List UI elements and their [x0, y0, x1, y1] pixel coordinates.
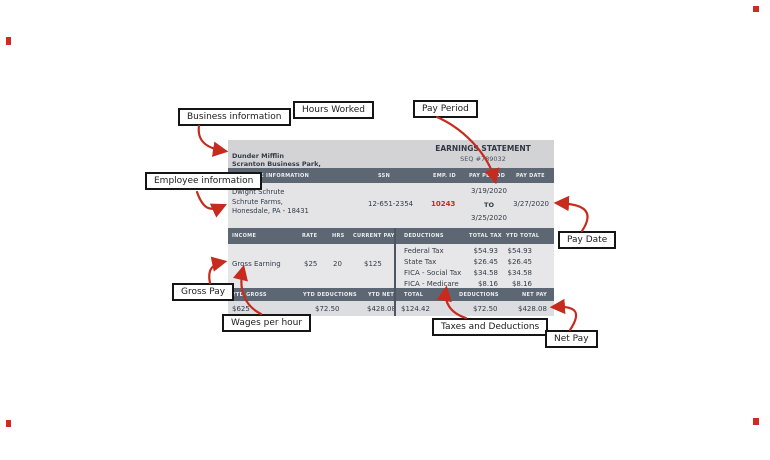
header-income: INCOME [232, 233, 257, 239]
company-name: Dunder Mifflin [232, 151, 284, 160]
label-business-information: Business information [178, 108, 291, 126]
header-total: TOTAL [404, 292, 424, 298]
deduction-row-tax: $26.45 [473, 258, 499, 266]
header-rate: RATE [302, 233, 318, 239]
pay-period-end: 3/25/2020 [471, 214, 507, 222]
crop-mark-top-right [753, 6, 759, 12]
statement-title: EARNINGS STATEMENT [435, 144, 531, 153]
total-value: $124.42 [401, 305, 430, 313]
income-hrs: 20 [333, 260, 342, 268]
deductions-value: $72.50 [473, 305, 498, 313]
employee-info-row: Dwight Schrute Schrute Farms, Honesdale,… [228, 183, 554, 228]
header-pay-date: PAY DATE [516, 173, 545, 179]
ytd-gross-value: $625 [232, 305, 250, 313]
header-ytd-net: YTD NET [368, 292, 395, 298]
ytd-net-value: $428.08 [367, 305, 396, 313]
income-name: Gross Earning [232, 260, 281, 268]
pay-date-value: 3/27/2020 [513, 200, 549, 208]
header-deductions: DEDUCTIONS [404, 233, 444, 239]
statement-title-block: EARNINGS STATEMENT SEQ #789032 [418, 144, 548, 163]
ytd-deductions-value: $72.50 [315, 305, 340, 313]
header-hrs: HRS [332, 233, 345, 239]
totals-header-row: YTD GROSS YTD DEDUCTIONS YTD NET TOTAL D… [228, 288, 554, 301]
deduction-row-name: Federal Tax [404, 247, 444, 255]
pay-period-start: 3/19/2020 [471, 187, 507, 195]
deduction-row-tax: $54.93 [473, 247, 499, 255]
label-hours-worked: Hours Worked [293, 101, 374, 119]
label-gross-pay: Gross Pay [172, 283, 235, 301]
header-total-tax: TOTAL TAX [469, 233, 502, 239]
deduction-row-ytd: $34.58 [507, 269, 533, 277]
pay-period-value: 3/19/2020 TO 3/25/2020 [471, 185, 507, 226]
label-pay-date: Pay Date [558, 231, 617, 249]
header-emp-id: EMP. ID [433, 173, 456, 179]
employee-name-address: Dwight Schrute Schrute Farms, Honesdale,… [232, 188, 309, 216]
earnings-deductions-header-row: INCOME RATE HRS CURRENT PAY DEDUCTIONS T… [228, 228, 554, 244]
header-ytd-deductions: YTD DEDUCTIONS [303, 292, 357, 298]
employee-ssn-value: 12-651-2354 [368, 200, 414, 208]
crop-mark-bottom-right [753, 418, 759, 425]
arrow-gross-pay [208, 256, 228, 285]
header-pay-period: PAY PERIOD [469, 173, 506, 179]
deduction-row-ytd: $26.45 [507, 258, 533, 266]
header-total-deductions: DEDUCTIONS [459, 292, 499, 298]
label-wages-per-hour: Wages per hour [222, 314, 312, 332]
table-divider [394, 228, 396, 316]
label-pay-period: Pay Period [413, 100, 478, 118]
net-pay-value: $428.08 [518, 305, 547, 313]
statement-sequence: SEQ #789032 [460, 155, 506, 163]
income-rate: $25 [304, 260, 318, 268]
deduction-row-tax: $8.16 [477, 280, 498, 288]
arrow-pay-date [553, 195, 589, 233]
header-employee-information: EMPLOYEE INFORMATION [232, 173, 310, 179]
header-net-pay: NET PAY [522, 292, 548, 298]
earnings-deductions-body: Gross Earning $25 20 $125 Federal Tax $5… [228, 244, 554, 288]
deduction-row-ytd: $54.93 [507, 247, 533, 255]
deduction-row-name: State Tax [404, 258, 437, 266]
header-ytd-total: YTD TOTAL [506, 233, 540, 239]
arrow-net-pay [549, 298, 578, 332]
deduction-row-name: FICA - Social Tax [404, 269, 462, 277]
arrow-employee-information [195, 190, 227, 218]
header-ytd-gross: YTD GROSS [232, 292, 267, 298]
totals-values-row: $625 $72.50 $428.08 $124.42 $72.50 $428.… [228, 301, 554, 316]
label-taxes-and-deductions: Taxes and Deductions [432, 318, 549, 336]
income-current-pay: $125 [364, 260, 382, 268]
pay-period-to: TO [484, 200, 494, 209]
employee-info-header-row: EMPLOYEE INFORMATION SSN EMP. ID PAY PER… [228, 168, 554, 183]
deduction-row-ytd: $8.16 [511, 280, 532, 288]
header-ssn: SSN [378, 173, 391, 179]
header-current-pay: CURRENT PAY [353, 233, 395, 239]
label-employee-information: Employee information [145, 172, 263, 190]
employee-id-value: 10243 [431, 200, 456, 208]
deduction-row-tax: $34.58 [473, 269, 499, 277]
arrow-business-information [197, 124, 229, 157]
label-net-pay: Net Pay [545, 330, 598, 348]
crop-mark-bottom-left [6, 420, 11, 427]
deduction-row-name: FICA - Medicare [404, 280, 459, 288]
crop-mark-top-left [6, 37, 11, 45]
